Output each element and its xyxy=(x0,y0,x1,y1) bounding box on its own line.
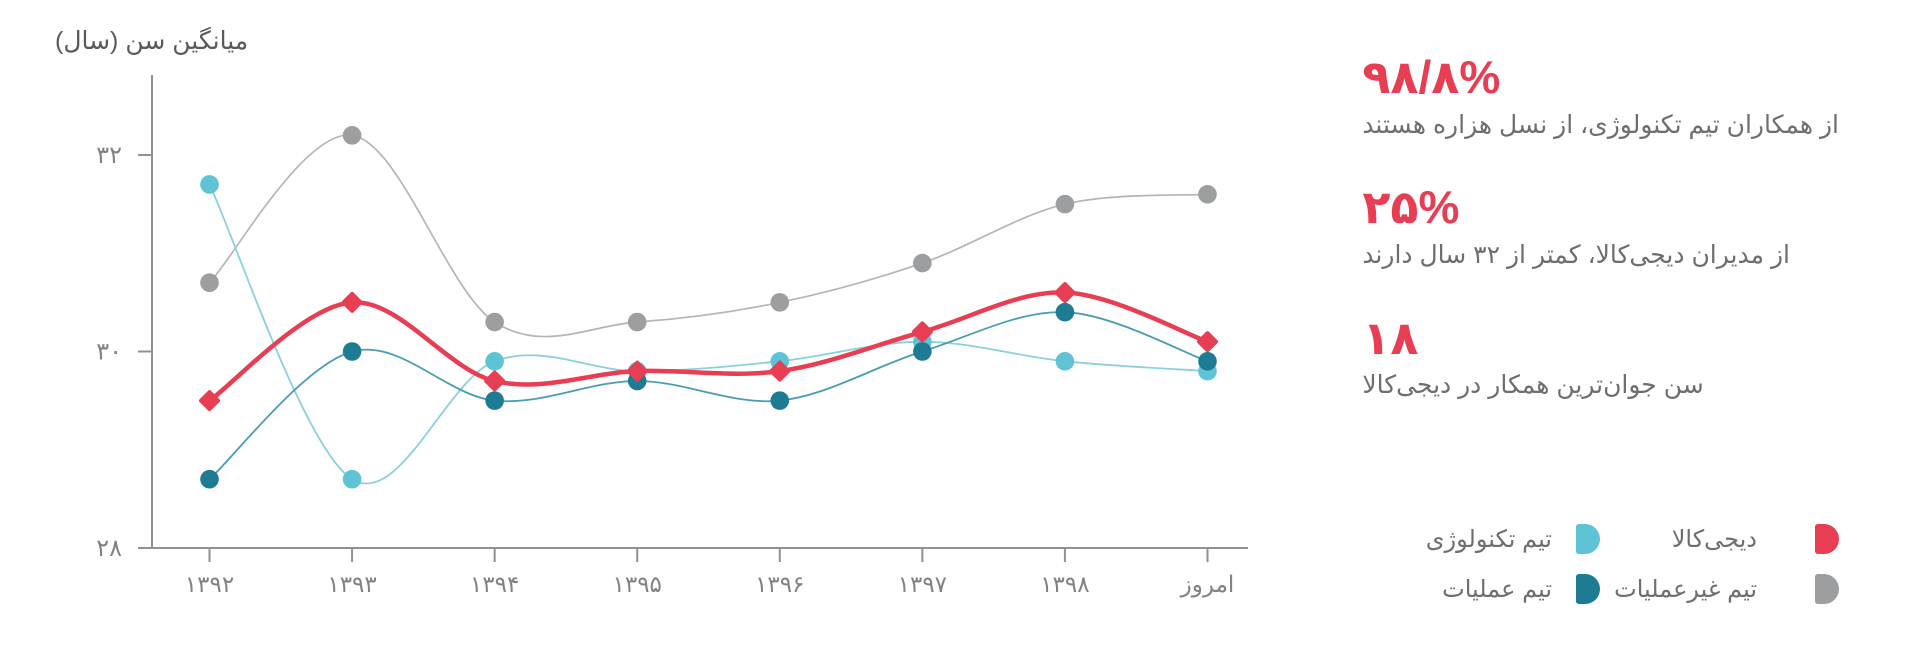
x-tick-label: ۱۳۹۲ xyxy=(185,571,234,597)
circle-marker xyxy=(342,126,362,145)
circle-marker xyxy=(913,342,932,361)
legend-item: دیجی‌کالا xyxy=(1614,524,1839,554)
legend-item: تیم عملیات xyxy=(1426,574,1600,604)
stat-description: از همکاران تیم تکنولوژی، از نسل هزاره هس… xyxy=(1362,110,1839,139)
x-tick-label: ۱۳۹۴ xyxy=(470,571,519,597)
y-tick-label: ۲۸ xyxy=(96,535,122,562)
circle-marker xyxy=(1055,194,1075,214)
diamond-marker xyxy=(199,390,220,412)
x-tick-label: ۱۳۹۷ xyxy=(898,571,947,597)
circle-marker xyxy=(200,273,219,293)
series-2 xyxy=(200,175,1217,489)
legend-label: تیم تکنولوژی xyxy=(1425,525,1552,553)
stat-block-millennials: ۹۸/۸% از همکاران تیم تکنولوژی، از نسل هز… xyxy=(1362,52,1839,142)
chart-y-axis-title: میانگین سن (سال) xyxy=(55,27,249,55)
axes: ۳۲ ۳۰ ۲۸ ۱۳۹۲ ۱۳۹۳ ۱۳۹۴ ۱۳۹۵ ۱۳۹۶ ۱۳۹۷ ۱۳۹۸ امروز xyxy=(96,75,1248,598)
circle-marker xyxy=(342,342,362,361)
stats-panel: ۹۸/۸% از همکاران تیم تکنولوژی، از نسل هز… xyxy=(1362,52,1839,403)
circle-marker xyxy=(485,312,504,332)
series-0 xyxy=(199,282,1218,412)
legend-swatch xyxy=(1576,574,1600,604)
series-1 xyxy=(200,126,1217,338)
x-tick-label: ۱۳۹۸ xyxy=(1040,571,1089,597)
stat-description: از مدیران دیجی‌کالا، کمتر از ۳۲ سال دارن… xyxy=(1362,240,1790,269)
series-line xyxy=(208,311,1209,481)
circle-marker xyxy=(627,312,647,332)
legend-item: تیم غیرعملیات xyxy=(1614,574,1839,604)
legend-label: دیجی‌کالا xyxy=(1671,525,1757,553)
x-tick-label: ۱۳۹۵ xyxy=(612,571,661,597)
legend-swatch xyxy=(1815,524,1839,554)
circle-marker xyxy=(1055,352,1075,371)
circle-marker xyxy=(770,391,790,410)
legend-swatch xyxy=(1815,574,1839,604)
x-tick-label: ۱۳۹۳ xyxy=(327,571,376,597)
stat-description: سن جوان‌ترین همکار در دیجی‌کالا xyxy=(1362,371,1704,400)
stat-value: ۹۸/۸% xyxy=(1362,51,1501,103)
legend-label: تیم غیرعملیات xyxy=(1614,575,1757,603)
circle-marker xyxy=(770,293,790,312)
circle-marker xyxy=(485,391,504,410)
age-line-chart: ۳۲ ۳۰ ۲۸ ۱۳۹۲ ۱۳۹۳ ۱۳۹۴ ۱۳۹۵ ۱۳۹۶ ۱۳۹۷ ۱۳۹۸ امروز xyxy=(96,75,1248,598)
y-tick-label: ۳۲ xyxy=(96,142,122,169)
circle-marker xyxy=(1198,352,1217,371)
circle-marker xyxy=(913,253,932,273)
diamond-marker xyxy=(626,360,648,382)
stat-value: ۲۵% xyxy=(1362,181,1460,234)
x-tick-label: امروز xyxy=(1180,571,1235,598)
series-3 xyxy=(200,302,1217,489)
chart-legend-left-column: تیم تکنولوژی تیم عملیات xyxy=(1426,524,1600,604)
stat-value: ۱۸ xyxy=(1362,311,1419,364)
stat-block-youngest-age: ۱۸ سن جوان‌ترین همکار در دیجی‌کالا xyxy=(1362,313,1703,403)
diamond-marker xyxy=(1054,282,1076,304)
x-tick-label: ۱۳۹۶ xyxy=(755,571,804,597)
diamond-marker xyxy=(341,291,363,313)
circle-marker xyxy=(485,352,504,371)
y-tick-label: ۳۰ xyxy=(96,339,122,366)
chart-legend-right-column: دیجی‌کالا تیم غیرعملیات xyxy=(1614,524,1839,604)
circle-marker xyxy=(200,175,219,194)
legend-label: تیم عملیات xyxy=(1442,575,1552,603)
legend-item: تیم تکنولوژی xyxy=(1426,524,1600,554)
circle-marker xyxy=(200,469,219,489)
stat-block-managers-under-32: ۲۵% از مدیران دیجی‌کالا، کمتر از ۳۲ سال … xyxy=(1362,182,1790,272)
diamond-marker xyxy=(1197,331,1218,353)
circle-marker xyxy=(1055,302,1075,322)
diamond-marker xyxy=(484,370,506,392)
circle-marker xyxy=(342,469,362,489)
diamond-marker xyxy=(769,360,791,382)
legend-swatch xyxy=(1576,524,1600,554)
diamond-marker xyxy=(911,321,933,343)
circle-marker xyxy=(1198,185,1217,204)
series-line xyxy=(208,183,1209,485)
